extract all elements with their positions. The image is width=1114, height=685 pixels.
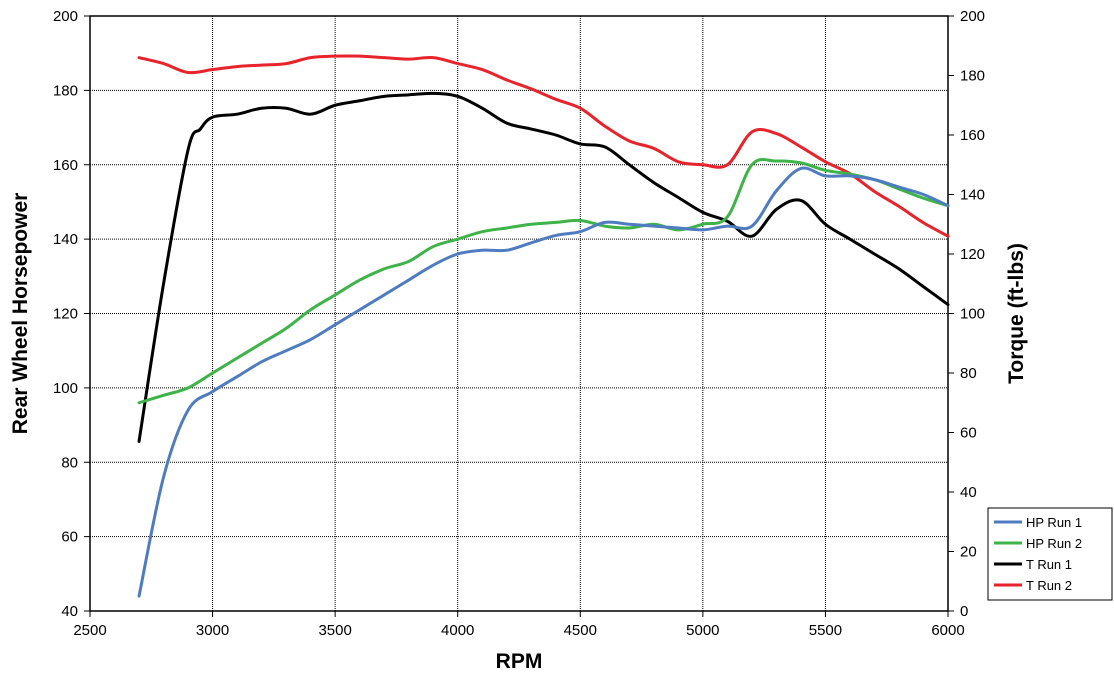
- legend: HP Run 1 HP Run 2 T Run 1 T Run 2: [987, 507, 1113, 601]
- x-tick-label: 4000: [441, 622, 474, 639]
- legend-label: HP Run 2: [1026, 536, 1082, 551]
- legend-label: HP Run 1: [1026, 515, 1082, 530]
- y2-tick-label: 40: [960, 484, 977, 501]
- y-tick-label: 180: [53, 82, 78, 99]
- legend-label: T Run 2: [1026, 578, 1072, 593]
- x-tick-label: 3500: [318, 622, 351, 639]
- y2-tick-label: 80: [960, 365, 977, 382]
- y-tick-label: 80: [61, 454, 78, 471]
- y-axis-title: Rear Wheel Horsepower: [9, 193, 32, 435]
- x-tick-label: 2500: [73, 622, 106, 639]
- x-tick-label: 3000: [196, 622, 229, 639]
- y-tick-label: 140: [53, 231, 78, 248]
- x-tick-label: 6000: [931, 622, 964, 639]
- series-line-t-run-2: [137, 54, 950, 238]
- series-line-t-run-1: [137, 91, 950, 443]
- axis-ticks: 2500 3000 3500 4000 4500 5000 5500 6000 40 60 80 10…: [53, 8, 985, 639]
- y2-tick-label: 120: [960, 246, 985, 263]
- y-tick-label: 120: [53, 306, 78, 323]
- y2-tick-label: 200: [960, 8, 985, 25]
- y2-axis-title: Torque (ft-lbs): [1005, 243, 1028, 384]
- x-tick-label: 5000: [686, 622, 719, 639]
- x-tick-label: 5500: [809, 622, 842, 639]
- y-tick-label: 60: [61, 529, 78, 546]
- y2-tick-label: 20: [960, 544, 977, 561]
- y-tick-label: 160: [53, 157, 78, 174]
- gridlines: [89, 15, 949, 612]
- series-line-hp-run-2: [137, 158, 950, 405]
- series-lines: [137, 54, 950, 598]
- y-tick-label: 100: [53, 380, 78, 397]
- y-tick-label: 40: [61, 603, 78, 620]
- x-axis-title: RPM: [496, 650, 543, 673]
- y2-tick-label: 140: [960, 187, 985, 204]
- series-line-hp-run-1: [137, 166, 950, 598]
- y2-tick-label: 0: [960, 603, 968, 620]
- legend-label: T Run 1: [1026, 557, 1072, 572]
- x-tick-label: 4500: [564, 622, 597, 639]
- y-tick-label: 200: [53, 8, 78, 25]
- y2-tick-label: 160: [960, 127, 985, 144]
- y2-tick-label: 180: [960, 68, 985, 85]
- y2-tick-label: 100: [960, 306, 985, 323]
- y2-tick-label: 60: [960, 425, 977, 442]
